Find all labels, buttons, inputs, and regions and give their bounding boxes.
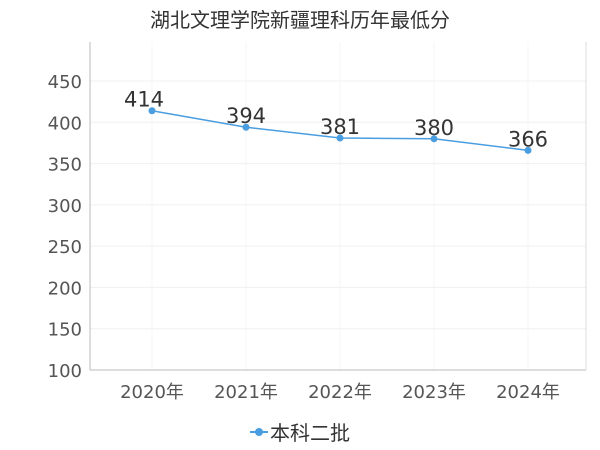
- data-label: 414: [124, 88, 164, 112]
- axes: [89, 42, 587, 371]
- y-tick-label: 100: [48, 361, 82, 382]
- chart-title: 湖北文理学院新疆理科历年最低分: [150, 8, 450, 32]
- y-tick-label: 400: [48, 113, 82, 134]
- x-tick-label: 2024年: [496, 382, 560, 403]
- data-point: [524, 146, 532, 154]
- y-axis-ticks: 100 150 200 250 300 350 400 450: [48, 72, 82, 382]
- y-tick-label: 300: [48, 196, 82, 217]
- data-point: [430, 135, 438, 143]
- x-tick-label: 2020年: [120, 382, 184, 403]
- data-label: 380: [414, 116, 454, 140]
- x-axis-ticks: 2020年 2021年 2022年 2023年 2024年: [120, 382, 560, 403]
- legend-label: 本科二批: [270, 421, 350, 445]
- data-label: 394: [226, 104, 266, 128]
- x-tick-label: 2022年: [308, 382, 372, 403]
- legend[interactable]: 本科二批: [0, 417, 600, 446]
- x-tick-label: 2023年: [402, 382, 466, 403]
- x-tick-label: 2021年: [214, 382, 278, 403]
- grid-lines: [90, 42, 586, 370]
- y-tick-label: 350: [48, 155, 82, 176]
- y-tick-label: 450: [48, 72, 82, 93]
- y-tick-label: 150: [48, 320, 82, 341]
- data-point: [148, 107, 156, 115]
- data-labels: 414 394 381 380 366: [124, 88, 548, 152]
- data-point: [242, 123, 250, 131]
- data-point: [336, 134, 344, 142]
- data-label: 366: [508, 127, 548, 151]
- data-label: 381: [320, 115, 360, 139]
- series-layer: [148, 107, 532, 154]
- legend-marker-icon: [250, 425, 268, 439]
- y-tick-label: 200: [48, 278, 82, 299]
- y-tick-label: 250: [48, 237, 82, 258]
